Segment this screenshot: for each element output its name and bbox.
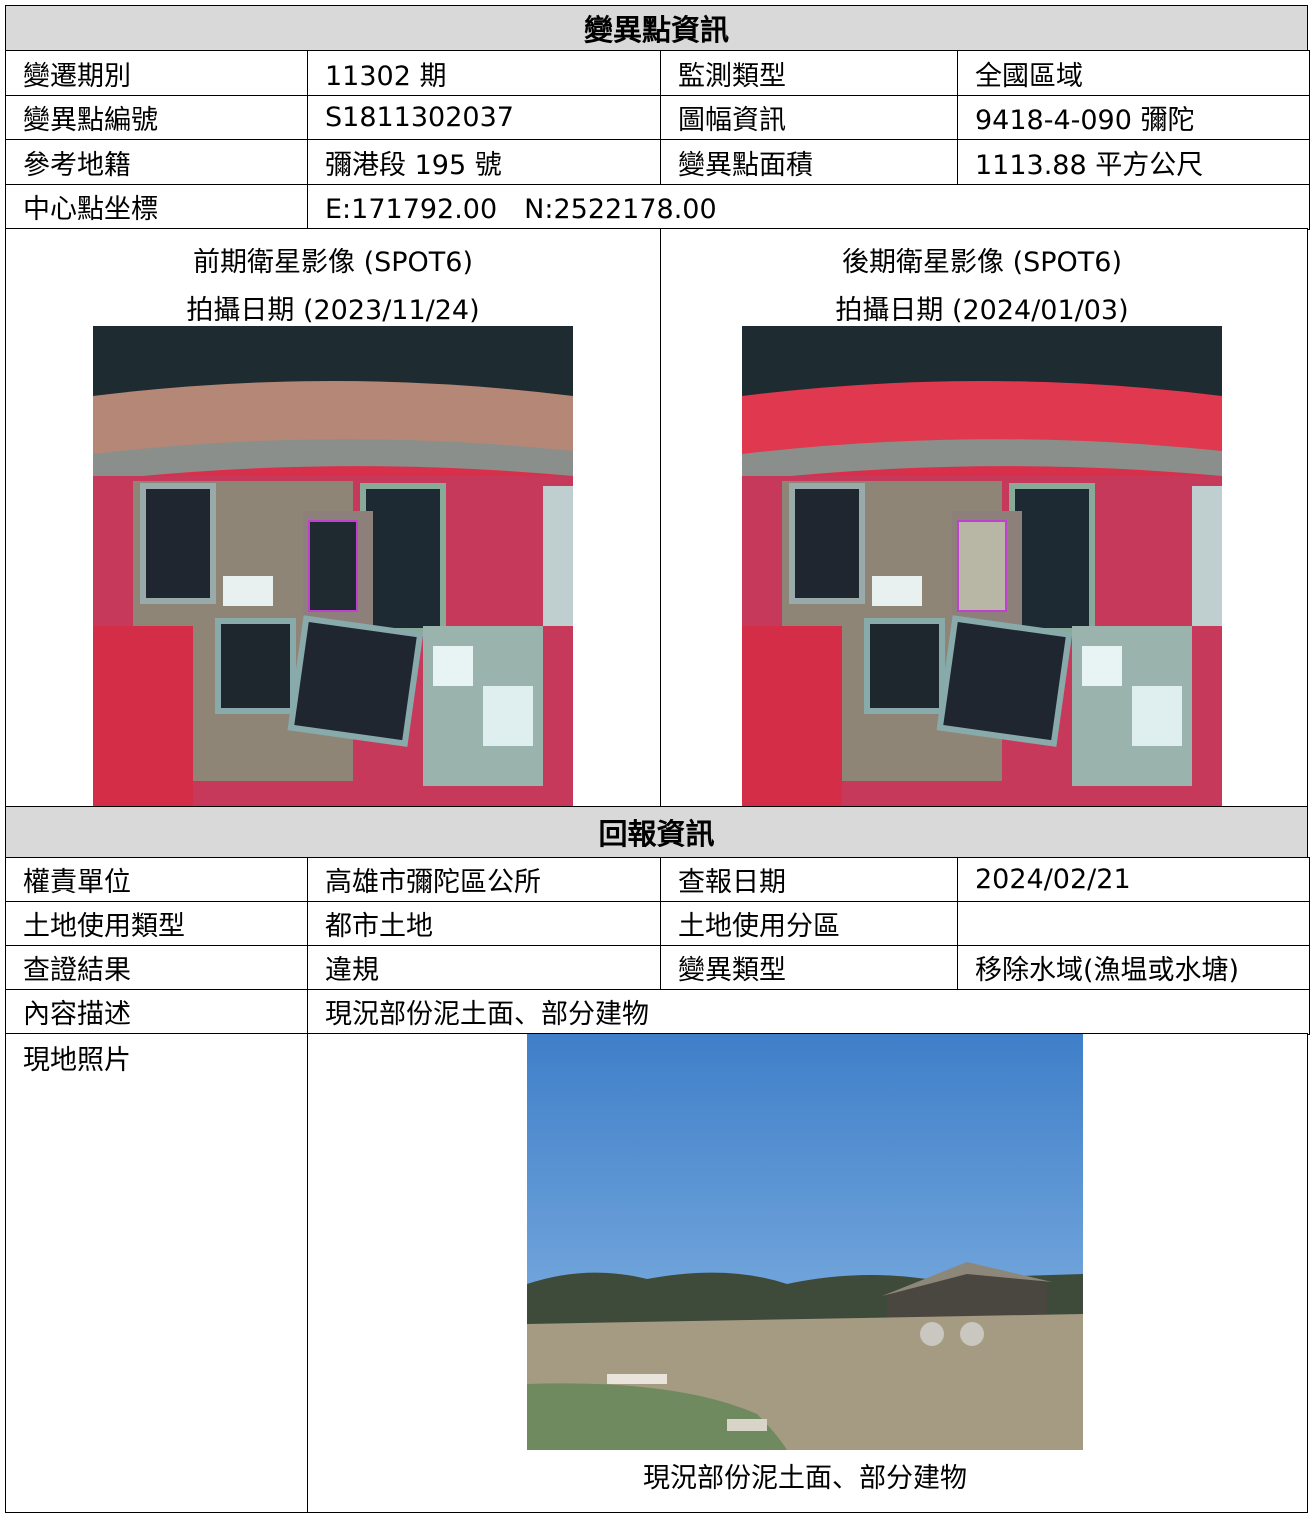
field-value: 違規	[307, 945, 662, 991]
field-value: 2024/02/21	[957, 857, 1310, 903]
section-title: 變異點資訊	[5, 5, 1308, 51]
field-label: 查報日期	[660, 857, 959, 903]
image-date: 拍攝日期 (2024/01/03)	[835, 295, 1129, 326]
image-title: 前期衛星影像 (SPOT6)	[193, 247, 473, 278]
field-label: 內容描述	[5, 989, 309, 1035]
field-value: 彌港段 195 號	[307, 139, 662, 185]
field-label: 土地使用類型	[5, 901, 309, 947]
satellite-image	[742, 326, 1222, 806]
field-value: 11302 期	[307, 50, 662, 96]
image-title: 後期衛星影像 (SPOT6)	[842, 247, 1122, 278]
field-label: 中心點坐標	[5, 183, 309, 230]
field-value: 都市土地	[307, 901, 662, 947]
field-label: 土地使用分區	[660, 901, 959, 947]
section-title: 回報資訊	[5, 806, 1308, 858]
field-label: 監測類型	[660, 50, 959, 96]
photo-caption: 現況部份泥土面、部分建物	[643, 1463, 967, 1494]
site-photo	[527, 1034, 1083, 1450]
field-value	[957, 901, 1310, 947]
field-value: 9418-4-090 彌陀	[957, 94, 1310, 141]
field-value: 現況部份泥土面、部分建物	[307, 989, 1310, 1035]
field-label: 變異點編號	[5, 94, 309, 141]
field-value: 全國區域	[957, 50, 1310, 96]
field-value: 移除水域(漁塭或水塘)	[957, 945, 1310, 991]
field-label: 查證結果	[5, 945, 309, 991]
field-label: 參考地籍	[5, 139, 309, 185]
field-value: 1113.88 平方公尺	[957, 139, 1310, 185]
satellite-image	[93, 326, 573, 806]
field-label: 圖幅資訊	[660, 94, 959, 141]
field-label: 權責單位	[5, 857, 309, 903]
field-value: 高雄市彌陀區公所	[307, 857, 662, 903]
field-label: 變遷期別	[5, 50, 309, 96]
image-date: 拍攝日期 (2023/11/24)	[186, 295, 480, 326]
field-label: 變異類型	[660, 945, 959, 991]
field-label: 變異點面積	[660, 139, 959, 185]
field-label: 現地照片	[5, 1033, 308, 1513]
field-value: E:171792.00 N:2522178.00	[307, 183, 1310, 230]
field-value: S1811302037	[307, 94, 662, 141]
